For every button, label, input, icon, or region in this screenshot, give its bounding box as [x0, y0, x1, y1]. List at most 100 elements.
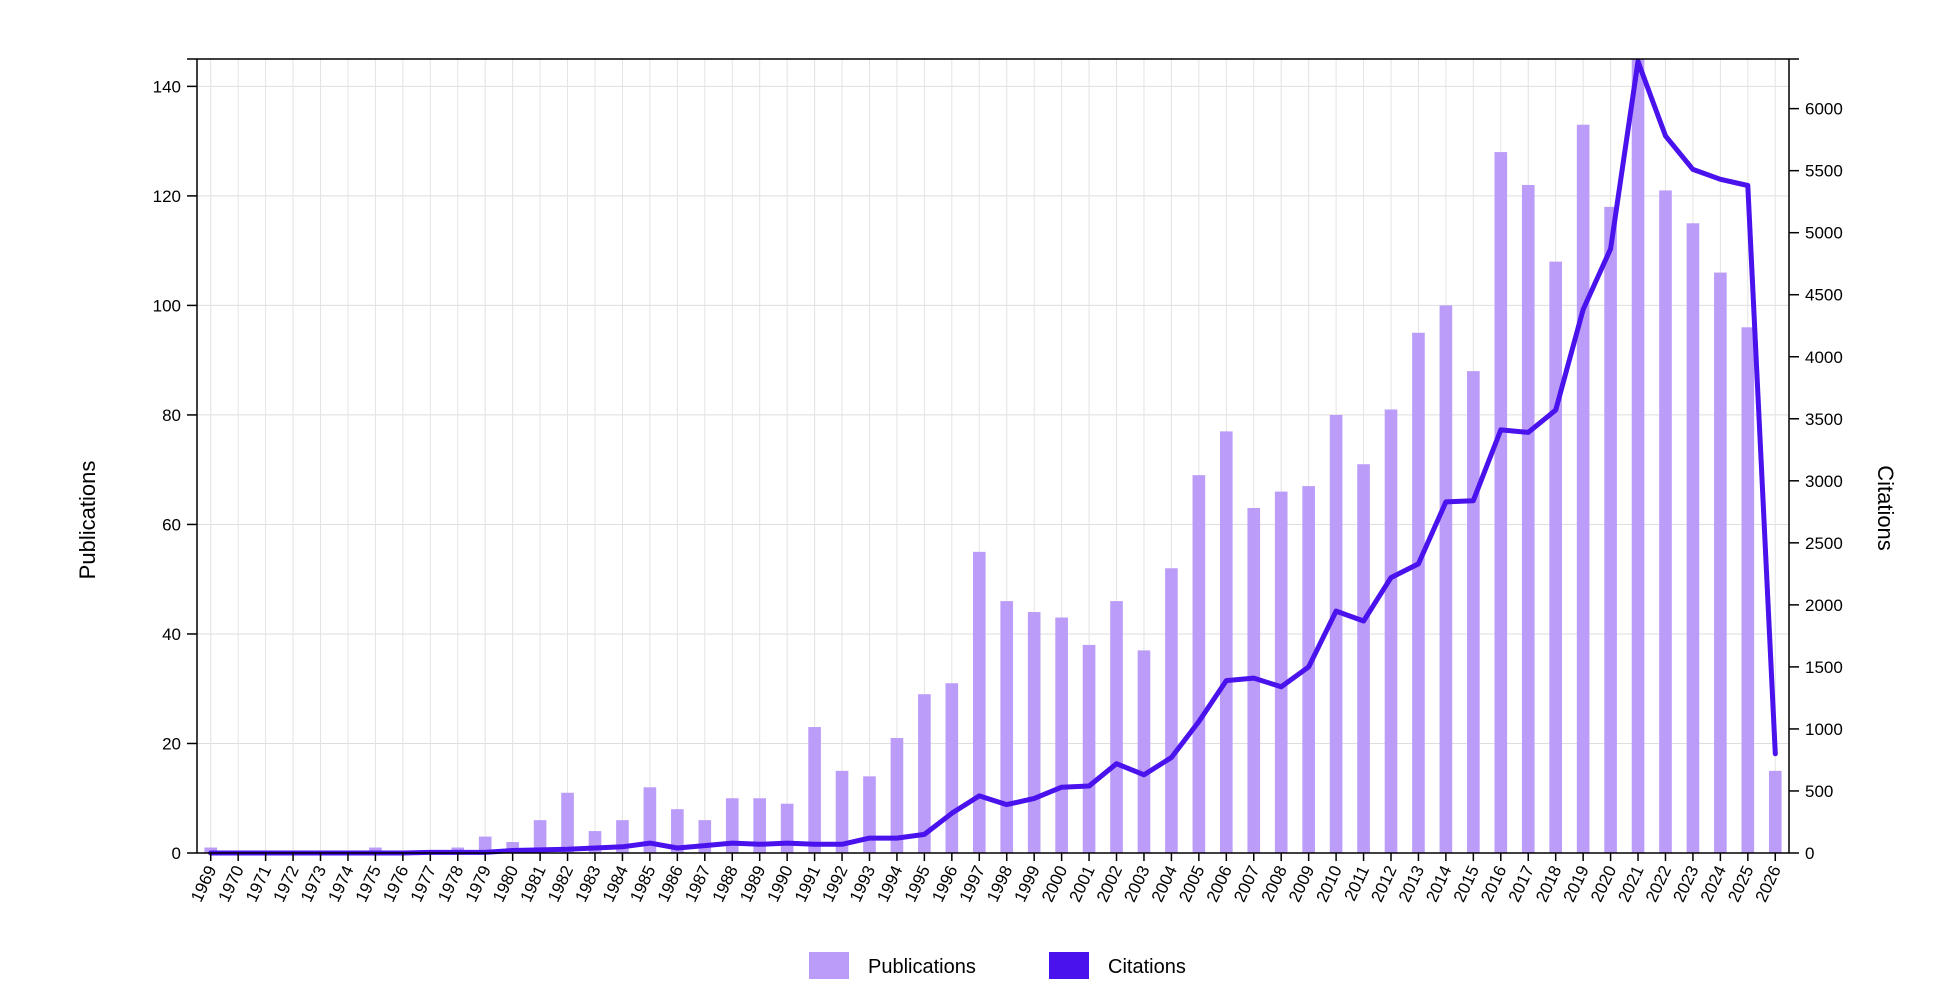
- x-tick-label-2014: 2014: [1422, 863, 1455, 905]
- y-tick-label-right: 2000: [1805, 596, 1843, 615]
- x-tick-label-2002: 2002: [1093, 863, 1126, 905]
- publication-bars: [204, 59, 1782, 854]
- x-tick-label-1981: 1981: [517, 863, 550, 905]
- bar-publications-2015: [1467, 371, 1480, 853]
- legend-swatch-citations: [1049, 952, 1089, 979]
- x-tick-label-1989: 1989: [736, 863, 769, 905]
- bar-publications-2000: [1055, 617, 1068, 853]
- y-tick-label-right: 6000: [1805, 100, 1843, 119]
- x-tick-label-1977: 1977: [407, 863, 440, 905]
- x-tick-label-1987: 1987: [681, 863, 714, 905]
- bar-publications-2005: [1192, 475, 1206, 853]
- y-tick-label-right: 1000: [1805, 720, 1843, 739]
- x-tick-label-2019: 2019: [1560, 863, 1593, 905]
- bar-publications-2001: [1082, 644, 1096, 853]
- x-tick-label-2006: 2006: [1203, 863, 1236, 905]
- x-tick-label-1980: 1980: [489, 863, 522, 905]
- x-tick-label-2013: 2013: [1395, 863, 1428, 905]
- bar-publications-2021: [1631, 59, 1645, 853]
- x-tick-label-2026: 2026: [1752, 863, 1785, 905]
- bar-publications-1991: [808, 727, 821, 853]
- x-tick-label-2000: 2000: [1038, 863, 1071, 905]
- x-tick-label-1970: 1970: [215, 863, 248, 905]
- x-tick-label-1999: 1999: [1011, 863, 1044, 905]
- x-tick-label-2025: 2025: [1724, 863, 1757, 905]
- legend: Publications Citations: [809, 952, 1186, 979]
- bar-publications-1997: [972, 551, 986, 853]
- x-tick-label-1997: 1997: [956, 863, 989, 905]
- x-tick-label-1996: 1996: [928, 863, 961, 905]
- y-tick-label-left: 20: [162, 734, 181, 753]
- x-tick-label-2016: 2016: [1477, 863, 1510, 905]
- bar-publications-2012: [1384, 409, 1398, 853]
- x-tick-label-2004: 2004: [1148, 863, 1181, 905]
- bar-publications-1975: [369, 847, 382, 853]
- x-tick-label-1993: 1993: [846, 863, 879, 905]
- bar-publications-1985: [643, 787, 657, 853]
- citations-line: [208, 59, 1778, 856]
- y-tick-label-right: 4000: [1805, 348, 1843, 367]
- x-tick-label-1983: 1983: [571, 863, 604, 905]
- bar-publications-2022: [1659, 190, 1672, 854]
- x-tick-label-1971: 1971: [242, 863, 275, 905]
- y-tick-label-right: 3000: [1805, 472, 1843, 491]
- x-tick-label-1975: 1975: [352, 863, 385, 905]
- x-tick-label-2001: 2001: [1065, 863, 1098, 905]
- x-tick-label-1969: 1969: [187, 863, 220, 905]
- bar-publications-2026: [1768, 770, 1782, 853]
- x-tick-label-2005: 2005: [1175, 863, 1208, 905]
- bar-publications-2014: [1439, 305, 1453, 853]
- x-tick-label-1978: 1978: [434, 863, 467, 905]
- x-tick-label-1979: 1979: [462, 863, 495, 905]
- bar-publications-1995: [918, 694, 931, 853]
- y-axis-title-left: Publications: [75, 461, 100, 580]
- x-tick-label-2024: 2024: [1697, 863, 1730, 905]
- x-tick-label-1974: 1974: [324, 863, 357, 905]
- x-tick-label-2010: 2010: [1313, 863, 1346, 905]
- bar-publications-2013: [1412, 332, 1425, 853]
- bar-publications-1981: [533, 820, 547, 853]
- y-tick-label-left: 40: [162, 625, 181, 644]
- x-tick-label-1994: 1994: [873, 863, 906, 905]
- bar-publications-1980: [506, 842, 519, 853]
- bar-publications-2003: [1137, 650, 1151, 853]
- x-tick-label-1998: 1998: [983, 863, 1016, 905]
- y-tick-label-right: 3500: [1805, 410, 1843, 429]
- bar-publications-2019: [1576, 124, 1590, 854]
- bar-publications-2016: [1494, 152, 1508, 853]
- bar-publications-1993: [863, 776, 876, 853]
- x-tick-label-2015: 2015: [1450, 863, 1483, 905]
- x-tick-label-2018: 2018: [1532, 863, 1565, 905]
- bar-publications-1990: [780, 803, 794, 853]
- x-tick-label-2007: 2007: [1230, 863, 1263, 905]
- x-tick-label-1995: 1995: [901, 863, 934, 905]
- x-tick-label-1991: 1991: [791, 863, 824, 905]
- x-tick-label-1972: 1972: [269, 863, 302, 905]
- x-tick-label-1988: 1988: [709, 863, 742, 905]
- bar-publications-2010: [1329, 414, 1343, 853]
- y-tick-label-left: 0: [172, 844, 181, 863]
- x-tick-label-2008: 2008: [1258, 863, 1291, 905]
- x-tick-label-2020: 2020: [1587, 863, 1620, 905]
- bar-publications-2006: [1219, 431, 1233, 853]
- bar-publications-1982: [561, 792, 574, 853]
- x-tick-label-2021: 2021: [1614, 863, 1647, 905]
- bar-publications-1986: [671, 809, 684, 853]
- bar-publications-2017: [1521, 184, 1535, 853]
- x-tick-label-1984: 1984: [599, 863, 632, 905]
- y-tick-label-right: 1500: [1805, 658, 1843, 677]
- bar-publications-2004: [1165, 568, 1178, 853]
- y-tick-label-right: 5500: [1805, 162, 1843, 181]
- legend-swatch-publications: [809, 952, 849, 979]
- bar-publications-2020: [1604, 206, 1617, 854]
- x-tick-label-2003: 2003: [1120, 863, 1153, 905]
- bar-publications-1969: [204, 847, 218, 853]
- y-tick-label-left: 80: [162, 406, 181, 425]
- bar-publications-1992: [835, 770, 849, 853]
- legend-label-citations: Citations: [1108, 956, 1186, 978]
- bar-publications-2023: [1686, 223, 1700, 853]
- bar-publications-1994: [890, 738, 904, 853]
- citations-line-group: [208, 59, 1778, 856]
- x-tick-label-1985: 1985: [626, 863, 659, 905]
- bar-publications-2008: [1274, 491, 1288, 853]
